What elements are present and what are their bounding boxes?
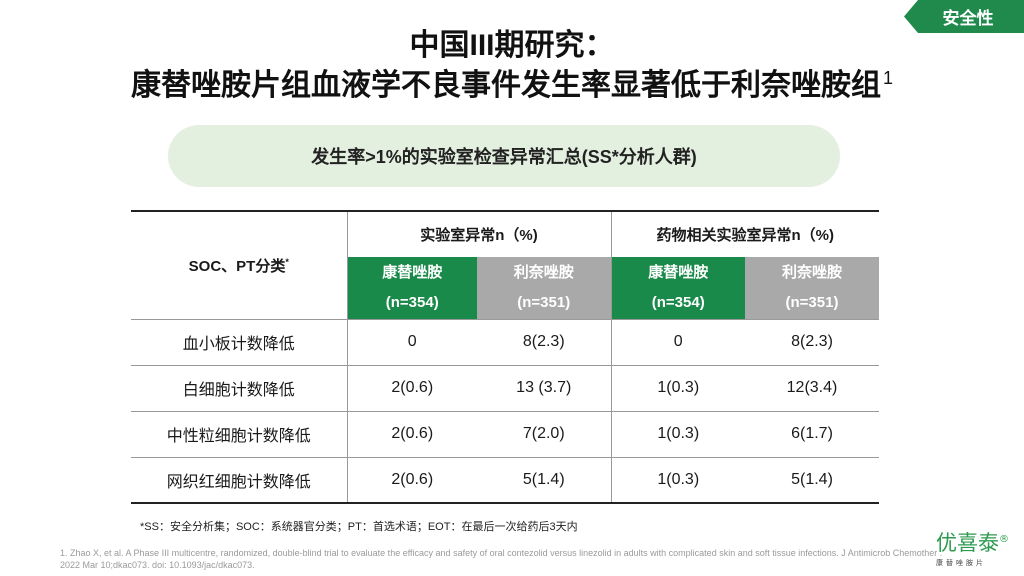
page-title-line1: 中国III期研究： [409, 29, 615, 62]
group-header-lab-abnormal: 实验室异常n（%) [347, 210, 612, 257]
table-caption: 发生率>1%的实验室检查异常汇总(SS*分析人群) [168, 125, 840, 187]
table-row: 血小板计数降低 0 8(2.3) 0 8(2.3) [131, 319, 879, 366]
table-row: 白细胞计数降低 2(0.6) 13 (3.7) 1(0.3) 12(3.4) [131, 365, 879, 412]
footnote: *SS：安全分析集；SOC：系统器官分类；PT：首选术语；EOT：在最后一次给药… [140, 521, 578, 533]
group-header-drug-related: 药物相关实验室异常n（%) [611, 210, 879, 257]
brand-name: 优喜泰® [936, 531, 1009, 555]
row-label: 中性粒细胞计数降低 [131, 411, 348, 458]
brand-subtitle: 康替唑胺片 [936, 560, 986, 567]
lab-abnormality-table: SOC、PT分类* 实验室异常n（%) 药物相关实验室异常n（%) 康替唑胺 (n… [131, 210, 879, 504]
table-cell: 1(0.3) [611, 457, 745, 504]
subheader-contezolid-2: 康替唑胺 (n=354) [611, 257, 745, 320]
reference-citation: 1. Zhao X, et al. A Phase III multicentr… [60, 548, 943, 570]
page-title-line2: 康替唑胺片组血液学不良事件发生率显著低于利奈唑胺组 1 [0, 60, 1024, 104]
section-tag: 安全性 [904, 0, 1024, 33]
table-cell: 13 (3.7) [477, 365, 612, 412]
table-cell: 1(0.3) [611, 411, 745, 458]
subheader-linezolid-2: 利奈唑胺 (n=351) [745, 257, 879, 320]
title-text: 康替唑胺片组血液学不良事件发生率显著低于利奈唑胺组 [130, 69, 881, 102]
table-cell: 8(2.3) [745, 319, 879, 366]
table-cell: 0 [611, 319, 745, 366]
subheader-contezolid-1: 康替唑胺 (n=354) [347, 257, 477, 320]
table-row: 网织红细胞计数降低 2(0.6) 5(1.4) 1(0.3) 5(1.4) [131, 457, 879, 504]
row-label: 血小板计数降低 [131, 319, 348, 366]
table-cell: 5(1.4) [477, 457, 612, 504]
table-cell: 2(0.6) [347, 411, 477, 458]
row-label: 白细胞计数降低 [131, 365, 348, 412]
reference-mark: 1 [882, 68, 893, 88]
table-cell: 7(2.0) [477, 411, 612, 458]
table-cell: 12(3.4) [745, 365, 879, 412]
table-row: 中性粒细胞计数降低 2(0.6) 7(2.0) 1(0.3) 6(1.7) [131, 411, 879, 458]
soc-header: SOC、PT分类* [131, 210, 348, 320]
brand-logo: 优喜泰® 康替唑胺片 [936, 527, 1024, 568]
table-cell: 0 [347, 319, 477, 366]
subheader-linezolid-1: 利奈唑胺 (n=351) [477, 257, 612, 320]
table-cell: 2(0.6) [347, 457, 477, 504]
table-cell: 1(0.3) [611, 365, 745, 412]
table-cell: 5(1.4) [745, 457, 879, 504]
table-cell: 6(1.7) [745, 411, 879, 458]
row-label: 网织红细胞计数降低 [131, 457, 348, 504]
table-cell: 8(2.3) [477, 319, 612, 366]
table-cell: 2(0.6) [347, 365, 477, 412]
